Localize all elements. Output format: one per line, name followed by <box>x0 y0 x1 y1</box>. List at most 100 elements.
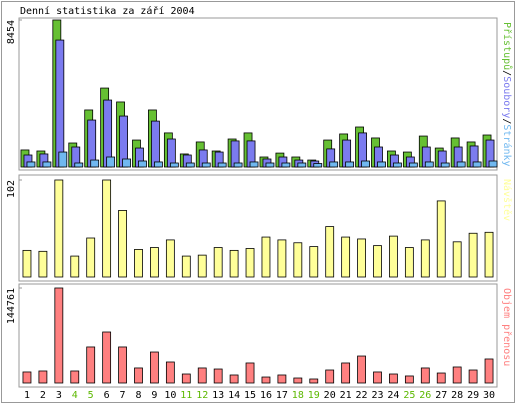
legend: Návštěv <box>501 179 513 221</box>
x-tick-label: 26 <box>419 390 431 401</box>
bar <box>325 226 335 278</box>
bar <box>404 375 414 384</box>
bar <box>217 162 227 168</box>
bar <box>213 247 223 278</box>
bar <box>373 245 382 278</box>
x-tick-label: 5 <box>88 390 94 401</box>
x-tick-label: 15 <box>244 390 256 401</box>
bar <box>420 239 430 278</box>
bar <box>22 249 32 278</box>
x-tick-label: 19 <box>308 390 320 401</box>
bar <box>277 374 287 384</box>
bar <box>26 161 36 168</box>
bar <box>408 162 418 168</box>
x-tick-label: 27 <box>435 390 447 401</box>
bar <box>90 159 100 168</box>
y-tick-label: 144761 <box>6 288 17 324</box>
bar <box>86 346 96 384</box>
bar <box>169 162 179 168</box>
bar <box>452 366 462 384</box>
x-tick-label: 9 <box>151 390 157 401</box>
bar <box>229 249 239 278</box>
bar <box>150 247 159 278</box>
bar <box>468 369 478 384</box>
x-tick-label: 24 <box>387 390 399 401</box>
x-tick-label: 17 <box>276 390 288 401</box>
x-tick-label: 7 <box>120 390 126 401</box>
bar <box>213 368 223 384</box>
bar <box>341 362 351 384</box>
bar <box>70 370 80 384</box>
x-tick-label: 8 <box>135 390 141 401</box>
bar <box>436 372 446 384</box>
bar <box>293 242 303 278</box>
bar <box>245 362 255 384</box>
bar <box>233 162 243 168</box>
bar <box>197 367 207 384</box>
panel <box>18 283 498 388</box>
bar <box>245 248 255 278</box>
legend-separator: / <box>501 118 512 124</box>
x-tick-label: 13 <box>212 390 224 401</box>
bar <box>393 162 402 168</box>
bar <box>484 358 494 384</box>
bar <box>313 163 323 168</box>
bar <box>420 367 430 384</box>
panel <box>18 174 498 282</box>
bar <box>154 161 163 168</box>
x-tick-label: 11 <box>180 390 192 401</box>
bar <box>106 156 116 168</box>
x-tick-label: 30 <box>483 390 495 401</box>
bar <box>440 162 450 168</box>
bar <box>389 373 398 384</box>
bar <box>38 250 48 278</box>
x-tick-label: 1 <box>24 390 30 401</box>
bar <box>309 246 319 278</box>
bar <box>42 161 52 168</box>
x-tick-label: 4 <box>72 390 78 401</box>
bar <box>472 161 482 168</box>
bar <box>468 232 478 278</box>
bar <box>424 161 434 168</box>
bar <box>151 120 160 168</box>
bar <box>309 378 319 384</box>
x-tick-label: 22 <box>356 390 368 401</box>
bar <box>70 255 80 278</box>
bar <box>293 377 303 384</box>
legend-entry: Objem přenosu <box>501 288 513 366</box>
x-tick-label: 25 <box>403 390 415 401</box>
bar <box>150 351 159 384</box>
bar <box>277 239 287 278</box>
x-tick-label: 14 <box>228 390 240 401</box>
chart-title: Denní statistika za září 2004 <box>20 5 195 17</box>
bar <box>361 160 370 168</box>
legend: Objem přenosu <box>501 288 513 366</box>
bar <box>118 210 127 278</box>
legend-entry: Soubory <box>501 76 512 118</box>
bar <box>404 247 414 278</box>
bar <box>54 287 64 384</box>
bar <box>55 39 65 168</box>
bar <box>134 367 143 384</box>
x-tick-label: 23 <box>371 390 383 401</box>
bar <box>377 161 386 168</box>
bar <box>456 161 466 168</box>
bar <box>22 371 32 384</box>
x-tick-label: 10 <box>164 390 176 401</box>
x-tick-label: 18 <box>292 390 304 401</box>
x-tick-label: 29 <box>467 390 479 401</box>
legend-entry: Návštěv <box>501 179 513 221</box>
bar <box>484 231 494 278</box>
bar <box>181 255 191 278</box>
bar <box>74 162 84 168</box>
bar <box>345 161 355 168</box>
bar <box>134 249 143 278</box>
bar <box>389 235 398 278</box>
bar <box>452 241 462 278</box>
bar <box>297 162 307 168</box>
bar <box>357 355 366 384</box>
x-tick-label: 2 <box>40 390 46 401</box>
x-tick-label: 12 <box>196 390 208 401</box>
bar <box>436 200 446 278</box>
